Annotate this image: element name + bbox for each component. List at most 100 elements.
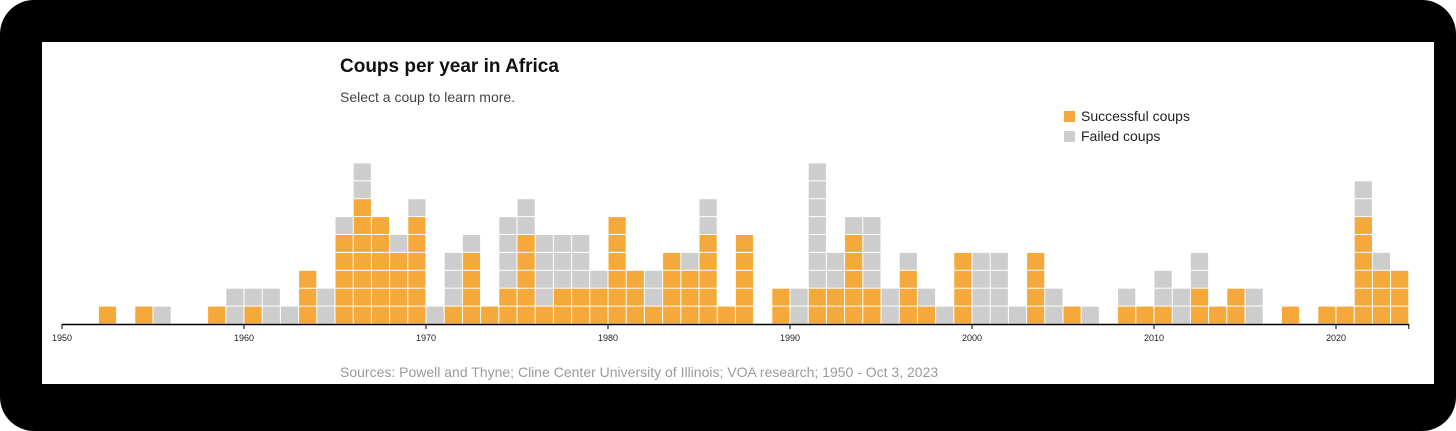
coup-cell-successful-2010[interactable] [1154, 306, 1172, 324]
coup-cell-successful-2021[interactable] [1354, 270, 1372, 288]
coup-cell-successful-1985[interactable] [699, 306, 717, 324]
coup-cell-failed-2004[interactable] [1045, 306, 1063, 324]
coup-cell-failed-1959[interactable] [226, 288, 244, 306]
coup-cell-successful-1983[interactable] [663, 288, 681, 306]
coup-cell-failed-1960[interactable] [244, 288, 262, 306]
coup-cell-successful-1960[interactable] [244, 306, 262, 324]
coup-cell-successful-1985[interactable] [699, 288, 717, 306]
coup-cell-successful-2023[interactable] [1391, 306, 1409, 324]
coup-cell-failed-1994[interactable] [863, 252, 881, 270]
coup-cell-successful-1985[interactable] [699, 235, 717, 252]
coup-cell-successful-2021[interactable] [1354, 306, 1372, 324]
coup-cell-successful-2003[interactable] [1027, 252, 1045, 270]
coup-cell-successful-1985[interactable] [699, 270, 717, 288]
coup-cell-successful-1980[interactable] [608, 217, 626, 234]
coup-cell-failed-1991[interactable] [808, 252, 826, 270]
coup-cell-failed-2010[interactable] [1154, 288, 1172, 306]
coup-cell-successful-1997[interactable] [917, 306, 936, 324]
coup-cell-successful-1993[interactable] [845, 252, 863, 270]
coup-cell-successful-1993[interactable] [845, 270, 863, 288]
coup-cell-failed-1992[interactable] [826, 252, 845, 270]
coup-cell-successful-1966[interactable] [353, 217, 371, 234]
coup-cell-successful-1982[interactable] [644, 306, 663, 324]
coup-cell-successful-1968[interactable] [390, 252, 408, 270]
coup-cell-successful-1965[interactable] [335, 235, 353, 252]
coup-cell-failed-2012[interactable] [1190, 270, 1209, 288]
coup-cell-successful-1973[interactable] [481, 306, 499, 324]
legend-item-successful[interactable]: Successful coups [1064, 106, 1190, 126]
coup-cell-successful-1963[interactable] [299, 306, 317, 324]
coup-cell-successful-1968[interactable] [390, 306, 408, 324]
coup-cell-failed-2010[interactable] [1154, 270, 1172, 288]
coup-cell-failed-1961[interactable] [262, 306, 280, 324]
coup-cell-successful-1975[interactable] [517, 270, 535, 288]
coup-cell-failed-2022[interactable] [1372, 252, 1391, 270]
coup-cell-failed-1965[interactable] [335, 217, 353, 234]
coup-cell-successful-1985[interactable] [699, 252, 717, 270]
coup-cell-successful-2009[interactable] [1136, 306, 1154, 324]
coup-cell-successful-1969[interactable] [408, 217, 426, 234]
coup-cell-successful-1989[interactable] [772, 288, 790, 306]
coup-cell-successful-1975[interactable] [517, 252, 535, 270]
coup-cell-successful-1987[interactable] [735, 252, 754, 270]
coup-cell-failed-1969[interactable] [408, 199, 426, 217]
coup-cell-successful-2014[interactable] [1227, 306, 1245, 324]
coup-cell-failed-1976[interactable] [535, 270, 553, 288]
coup-cell-failed-1975[interactable] [517, 199, 535, 217]
coup-cell-successful-1966[interactable] [353, 235, 371, 252]
coup-cell-failed-1959[interactable] [226, 306, 244, 324]
coup-cell-successful-2012[interactable] [1190, 306, 1209, 324]
coup-cell-failed-1994[interactable] [863, 235, 881, 252]
coup-cell-successful-1981[interactable] [626, 288, 644, 306]
coup-cell-successful-1969[interactable] [408, 306, 426, 324]
coup-cell-successful-1952[interactable] [98, 306, 117, 324]
coup-cell-failed-2015[interactable] [1245, 288, 1263, 306]
coup-cell-successful-1980[interactable] [608, 306, 626, 324]
coup-cell-successful-1967[interactable] [371, 270, 390, 288]
coup-cell-failed-2001[interactable] [990, 288, 1008, 306]
coup-cell-successful-1987[interactable] [735, 288, 754, 306]
coup-cell-successful-1965[interactable] [335, 306, 353, 324]
coup-cell-failed-1974[interactable] [499, 270, 517, 288]
coup-cell-failed-1961[interactable] [262, 288, 280, 306]
coup-cell-failed-1992[interactable] [826, 270, 845, 288]
coup-cell-successful-2021[interactable] [1354, 235, 1372, 252]
coup-cell-successful-1975[interactable] [517, 288, 535, 306]
coup-cell-successful-1979[interactable] [590, 288, 608, 306]
coup-cell-successful-2021[interactable] [1354, 288, 1372, 306]
coup-cell-failed-1985[interactable] [699, 217, 717, 234]
coup-cell-successful-1954[interactable] [135, 306, 153, 324]
coup-cell-successful-1972[interactable] [462, 288, 481, 306]
coup-cell-successful-1967[interactable] [371, 252, 390, 270]
coup-cell-successful-1996[interactable] [899, 288, 917, 306]
coup-cell-successful-1999[interactable] [954, 252, 972, 270]
coup-cell-failed-1982[interactable] [644, 270, 663, 288]
coup-cell-successful-2021[interactable] [1354, 217, 1372, 234]
coup-cell-failed-1993[interactable] [845, 217, 863, 234]
coup-cell-failed-1990[interactable] [790, 288, 808, 306]
coup-cell-failed-2011[interactable] [1172, 306, 1190, 324]
coup-cell-successful-1978[interactable] [572, 306, 590, 324]
coup-cell-failed-1971[interactable] [444, 288, 462, 306]
coup-cell-failed-1995[interactable] [881, 306, 899, 324]
coup-cell-successful-1993[interactable] [845, 288, 863, 306]
coup-cell-successful-1984[interactable] [681, 270, 699, 288]
coup-cell-successful-1980[interactable] [608, 252, 626, 270]
coup-cell-successful-2013[interactable] [1209, 306, 1227, 324]
coup-cell-failed-1985[interactable] [699, 199, 717, 217]
coup-cell-failed-1995[interactable] [881, 288, 899, 306]
legend-item-failed[interactable]: Failed coups [1064, 126, 1190, 146]
coup-cell-successful-1980[interactable] [608, 235, 626, 252]
coup-cell-failed-1997[interactable] [917, 288, 936, 306]
coup-cell-failed-2008[interactable] [1118, 288, 1136, 306]
coup-cell-successful-2022[interactable] [1372, 288, 1391, 306]
coup-cell-successful-1981[interactable] [626, 306, 644, 324]
coup-cell-successful-1966[interactable] [353, 199, 371, 217]
coup-cell-failed-2000[interactable] [972, 252, 990, 270]
coup-cell-successful-1991[interactable] [808, 306, 826, 324]
coup-cell-successful-1963[interactable] [299, 288, 317, 306]
coup-cell-successful-2020[interactable] [1336, 306, 1354, 324]
coup-cell-successful-1966[interactable] [353, 288, 371, 306]
coup-cell-successful-1979[interactable] [590, 306, 608, 324]
coup-cell-successful-1994[interactable] [863, 306, 881, 324]
